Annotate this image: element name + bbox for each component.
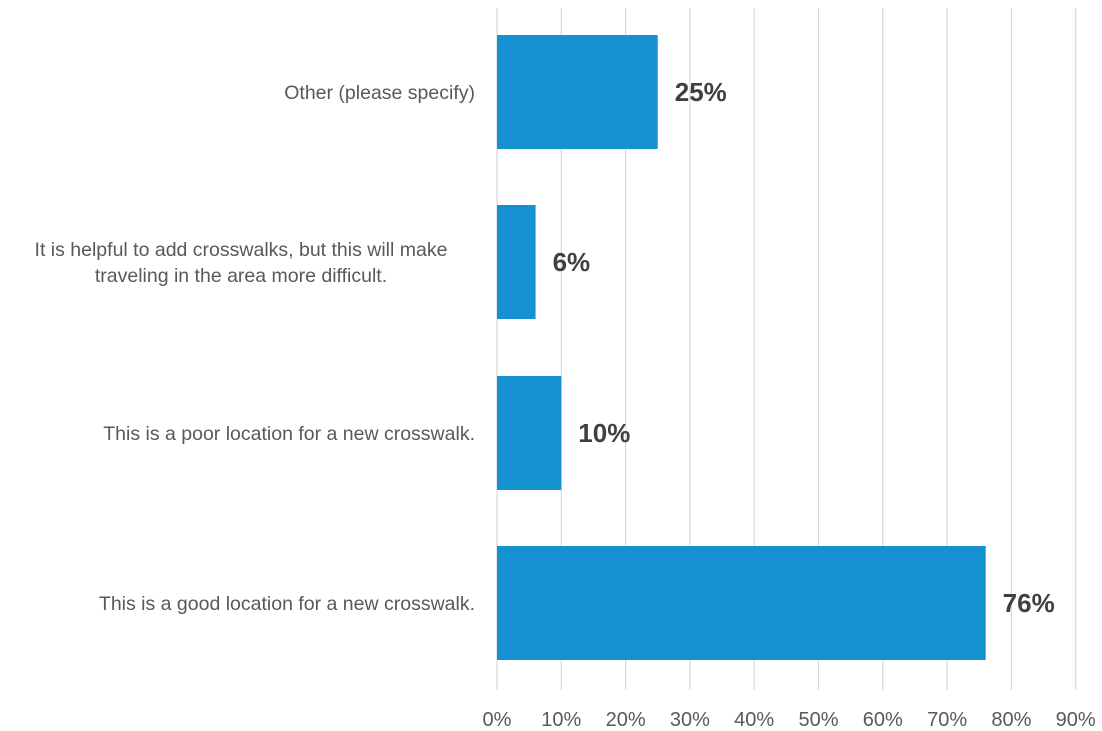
data-label: 6%: [553, 247, 591, 277]
data-label: 10%: [578, 418, 630, 448]
x-tick-label: 40%: [734, 709, 774, 731]
x-tick-label: 70%: [927, 709, 967, 731]
x-tick-label: 30%: [670, 709, 710, 731]
data-labels: 25% 6% 10% 76%: [553, 77, 1055, 618]
bar: [497, 376, 562, 490]
x-tick-label: 50%: [798, 709, 838, 731]
bar: [497, 35, 658, 149]
x-axis-tick-labels: 0% 10% 20% 30% 40% 50% 60% 70% 80% 90%: [483, 709, 1096, 731]
category-label: Other (please specify): [284, 82, 475, 104]
data-label: 25%: [675, 77, 727, 107]
category-labels: Other (please specify) It is helpful to a…: [35, 82, 475, 615]
category-label: This is a poor location for a new crossw…: [103, 423, 475, 445]
x-tick-label: 0%: [483, 709, 512, 731]
category-label: It is helpful to add crosswalks, but thi…: [35, 239, 448, 287]
bar: [497, 205, 536, 319]
x-tick-label: 20%: [606, 709, 646, 731]
x-tick-label: 10%: [541, 709, 581, 731]
bars: [497, 35, 986, 660]
x-tick-label: 90%: [1056, 709, 1096, 731]
x-tick-label: 80%: [991, 709, 1031, 731]
category-label: This is a good location for a new crossw…: [99, 593, 475, 615]
x-tick-label: 60%: [863, 709, 903, 731]
data-label: 76%: [1003, 588, 1055, 618]
bar: [497, 546, 986, 660]
